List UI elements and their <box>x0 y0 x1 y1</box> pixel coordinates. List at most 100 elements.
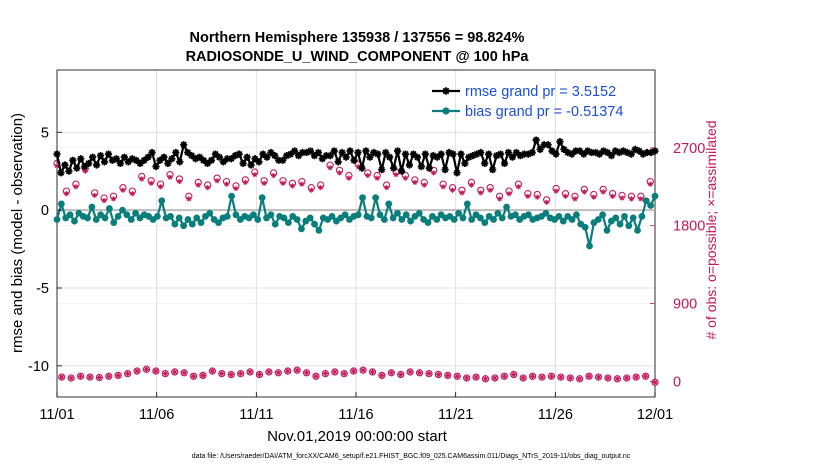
y-right-tick-label: 1800 <box>673 219 705 235</box>
assimilated-obs-point <box>567 375 573 381</box>
rmse-point <box>350 156 358 164</box>
assimilated-obs-point <box>129 191 135 197</box>
bias-point <box>92 216 100 223</box>
rmse-point <box>96 152 105 160</box>
rmse-point <box>623 148 631 157</box>
rmse-point <box>322 152 330 160</box>
bias-point <box>398 216 406 223</box>
rmse-point <box>247 161 255 169</box>
assimilated-obs-point <box>379 372 385 378</box>
bias-point <box>394 209 401 217</box>
assimilated-obs-point <box>412 179 418 186</box>
rmse-point <box>211 150 220 158</box>
rmse-point <box>520 150 528 158</box>
possible-obs-point <box>349 367 358 375</box>
assimilated-obs-point <box>421 182 427 188</box>
bias-point <box>559 217 567 225</box>
bias-point <box>616 220 624 228</box>
y-tick-label: -5 <box>36 281 49 297</box>
assimilated-obs-point <box>454 373 460 379</box>
legend-rmse-label: rmse grand pr = 3.5152 <box>465 84 616 100</box>
assimilated-obs-point <box>336 170 343 176</box>
bias-point <box>380 216 388 223</box>
possible-obs-point <box>180 369 188 377</box>
possible-obs-point <box>519 374 527 382</box>
assimilated-obs-point <box>351 368 357 374</box>
assimilated-obs-point <box>148 180 154 186</box>
y-axis-ticks: -10 -5 0 5 <box>28 125 62 375</box>
rmse-point <box>275 156 283 164</box>
rmse-point <box>263 153 271 161</box>
possible-obs-point <box>340 369 348 378</box>
rmse-point <box>298 148 307 157</box>
rmse-point <box>449 150 457 158</box>
possible-obs-point <box>114 371 122 380</box>
rmse-series <box>53 136 659 177</box>
rmse-point <box>235 150 243 158</box>
possible-obs-point <box>321 369 330 378</box>
rmse-point <box>207 156 216 164</box>
possible-obs-point <box>161 369 169 378</box>
rmse-point <box>65 167 73 175</box>
bias-point <box>193 214 201 222</box>
bias-point <box>433 216 441 223</box>
rmse-point <box>607 152 616 160</box>
rmse-point <box>180 141 188 149</box>
possible-obs-point <box>623 374 631 382</box>
rmse-point <box>433 153 441 161</box>
rmse-point <box>160 153 168 161</box>
assimilated-obs-point <box>247 369 253 375</box>
assimilated-obs-point <box>143 366 150 372</box>
bias-point <box>175 214 183 222</box>
possible-obs-point <box>123 369 132 378</box>
bias-point <box>455 209 462 217</box>
y-right-tick-label: 0 <box>673 374 681 390</box>
assimilated-obs-series <box>54 163 658 385</box>
rmse-point <box>643 148 651 157</box>
x-tick-label: 11/26 <box>538 407 573 423</box>
assimilated-obs-point <box>181 370 187 376</box>
assimilated-obs-point <box>369 369 376 375</box>
assimilated-obs-point <box>280 180 286 186</box>
bias-point <box>385 200 393 208</box>
assimilated-obs-point <box>581 189 587 195</box>
assimilated-obs-point <box>416 370 423 376</box>
assimilated-obs-point <box>256 371 263 378</box>
rmse-point <box>639 150 647 158</box>
rmse-point <box>223 155 231 163</box>
possible-obs-point <box>133 367 141 375</box>
bias-point <box>389 214 397 222</box>
legend-rmse-marker <box>442 87 450 95</box>
bias-point <box>525 211 532 219</box>
rmse-point <box>477 148 485 157</box>
bias-point <box>503 203 510 211</box>
assimilated-obs-point <box>285 368 291 374</box>
assimilated-obs-point <box>54 163 60 169</box>
rmse-point <box>417 162 425 171</box>
assimilated-obs-point <box>642 373 649 379</box>
assimilated-obs-point <box>384 185 390 191</box>
bias-point <box>594 216 602 223</box>
assimilated-obs-point <box>614 376 620 382</box>
rmse-point <box>580 150 588 158</box>
assimilated-obs-point <box>294 367 300 373</box>
possible-obs-point <box>576 375 584 383</box>
assimilated-obs-point <box>402 175 409 181</box>
rmse-point <box>362 147 370 155</box>
bias-point <box>359 194 366 202</box>
rmse-point <box>560 145 568 154</box>
assimilated-obs-point <box>591 194 597 200</box>
bias-point <box>647 202 655 209</box>
assimilated-obs-point <box>628 196 635 202</box>
possible-obs-point <box>331 368 339 376</box>
assimilated-obs-point <box>63 191 70 197</box>
rmse-point <box>93 161 101 169</box>
bias-point <box>477 214 484 222</box>
rmse-point <box>512 148 520 157</box>
rmse-point <box>524 150 532 158</box>
rmse-point <box>485 150 493 158</box>
possible-obs-point <box>500 372 508 380</box>
bias-point <box>153 212 161 220</box>
bias-point <box>84 214 91 222</box>
bias-point <box>119 206 126 214</box>
